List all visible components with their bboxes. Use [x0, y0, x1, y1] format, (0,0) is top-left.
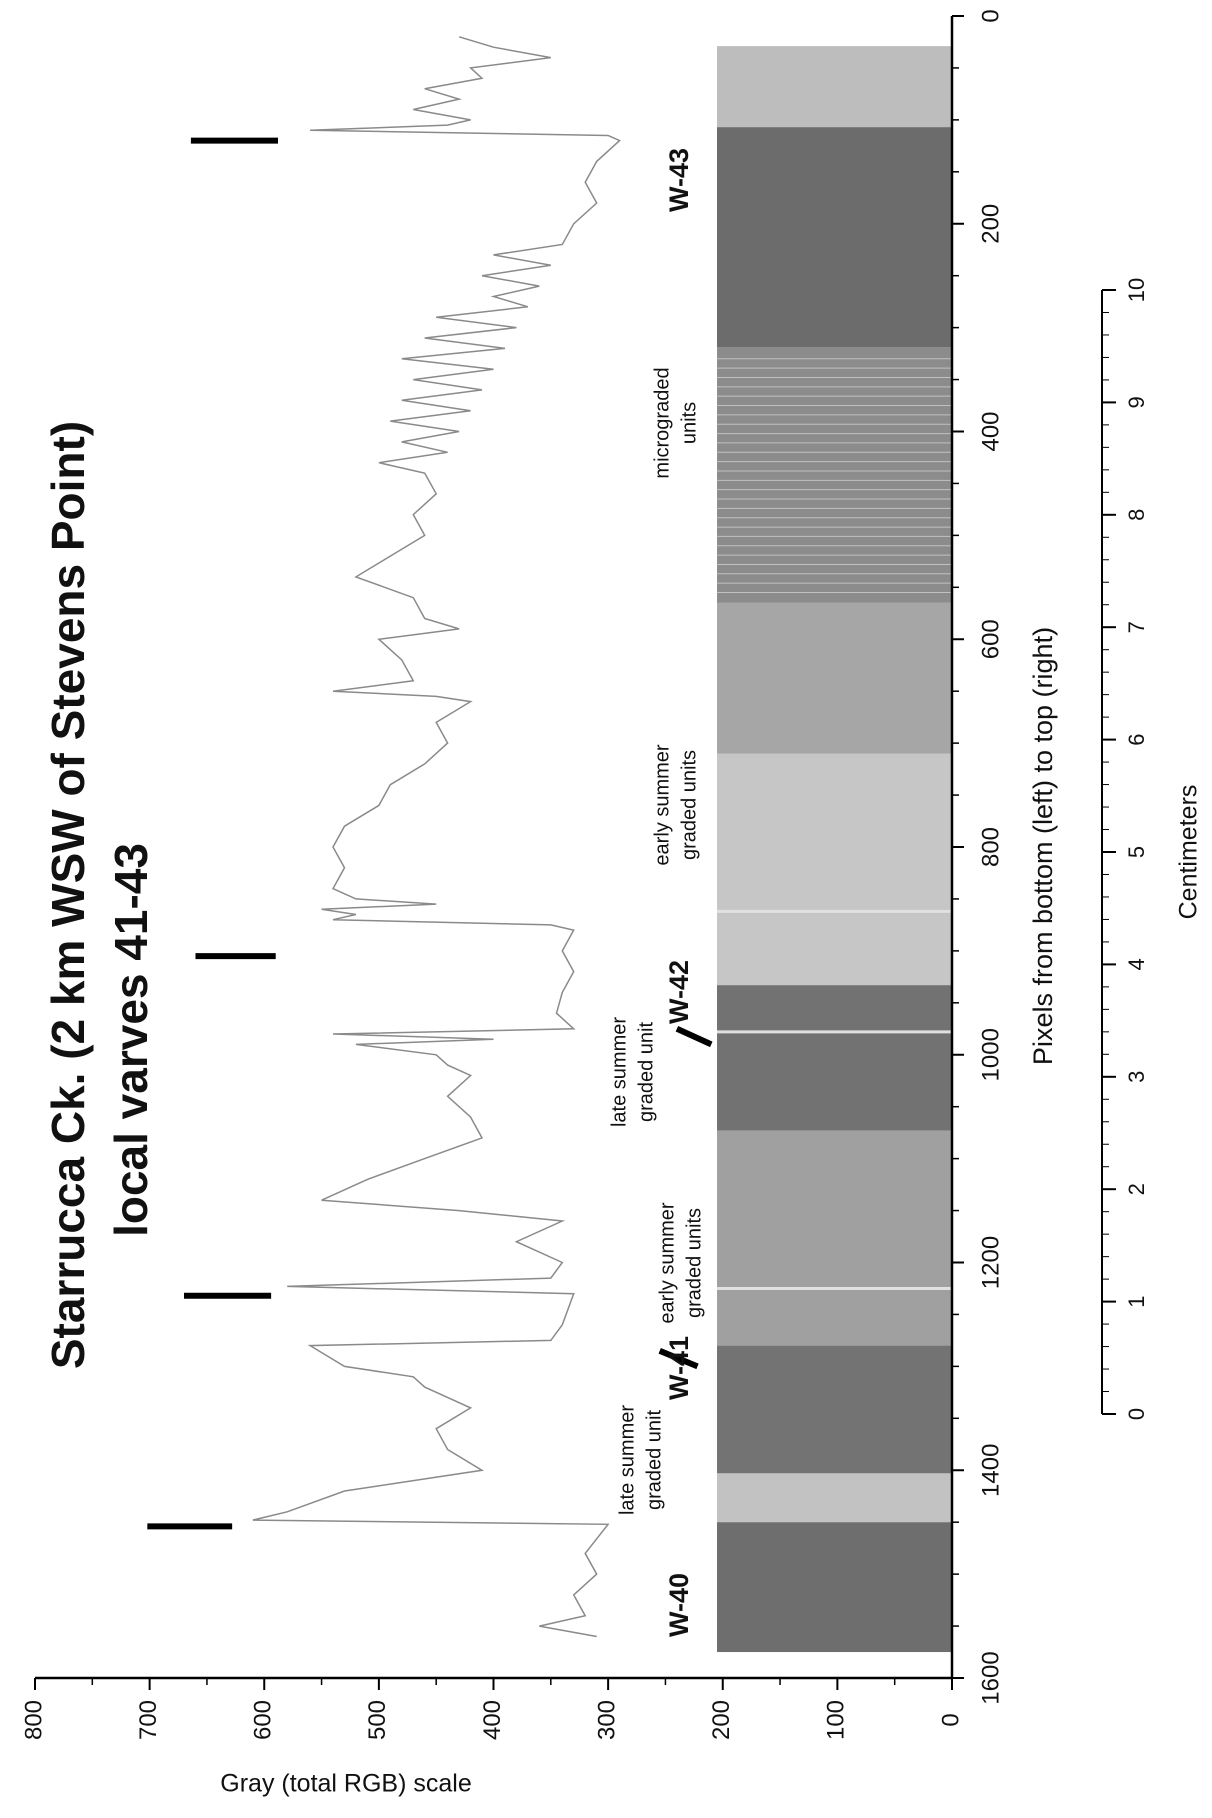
scale-tick-label: 10: [1124, 278, 1149, 302]
x-tick-label: 200: [977, 204, 1004, 244]
x-tick-label: 1200: [977, 1236, 1004, 1289]
core-band: [717, 1130, 952, 1346]
scale-tick-label: 3: [1124, 1071, 1149, 1083]
summer-marker: [658, 1348, 699, 1370]
y-tick-label: 200: [708, 1700, 735, 1740]
annotation: late summer: [608, 1017, 630, 1127]
chart-title: Starrucca Ck. (2 km WSW of Stevens Point…: [42, 421, 94, 1369]
y-tick-label: 400: [479, 1700, 506, 1740]
scale-tick-label: 5: [1124, 846, 1149, 858]
core-band: [717, 985, 952, 1131]
x-tick-label: 1000: [977, 1028, 1004, 1081]
varve-label: W-42: [664, 960, 694, 1024]
varve-label: W-41: [664, 1336, 694, 1400]
y-tick-label: 800: [20, 1700, 47, 1740]
y-tick-label: 100: [823, 1700, 850, 1740]
core-band: [717, 347, 952, 603]
y-tick-label: 700: [135, 1700, 162, 1740]
x-tick-label: 1600: [977, 1651, 1004, 1704]
scale-tick-label: 8: [1124, 509, 1149, 521]
y-tick-label: 600: [250, 1700, 277, 1740]
annotation: graded units: [678, 750, 700, 860]
annotation: early summer: [651, 744, 673, 865]
scale-tick-label: 9: [1124, 396, 1149, 408]
varve-label: W-43: [664, 148, 694, 212]
x-tick-label: 600: [977, 619, 1004, 659]
x-tick-label: 400: [977, 411, 1004, 451]
annotation: early summer: [656, 1202, 678, 1323]
scale-tick-label: 4: [1124, 958, 1149, 970]
annotation: micrograded: [651, 367, 673, 478]
scale-label: Centimeters: [1175, 785, 1203, 920]
scale-tick-label: 2: [1124, 1183, 1149, 1195]
scale-tick-label: 7: [1124, 621, 1149, 633]
x-axis-label: Pixels from bottom (left) to top (right): [1028, 627, 1058, 1065]
core-band: [717, 127, 952, 348]
y-axis-label: Gray (total RGB) scale: [220, 1770, 471, 1798]
scale-tick-label: 6: [1124, 733, 1149, 745]
core-band: [717, 1473, 952, 1523]
core-band: [717, 1345, 952, 1474]
annotation: graded units: [683, 1208, 705, 1318]
annotation: graded unit: [643, 1410, 665, 1511]
x-tick-label: 800: [977, 827, 1004, 867]
varve-label: W-40: [664, 1573, 694, 1637]
y-tick-label: 0: [937, 1713, 964, 1726]
annotation: late summer: [616, 1405, 638, 1515]
summer-marker: [675, 1026, 713, 1048]
scale-tick-label: 1: [1124, 1295, 1149, 1307]
scale-tick-label: 0: [1124, 1408, 1149, 1420]
x-tick-label: 1400: [977, 1444, 1004, 1497]
core-band: [717, 46, 952, 128]
y-tick-label: 300: [593, 1700, 620, 1740]
y-tick-label: 500: [364, 1700, 391, 1740]
core-band: [717, 602, 952, 754]
gray-trace: [252, 36, 621, 1638]
annotation: graded unit: [635, 1022, 657, 1123]
core-band: [717, 1522, 952, 1653]
core-band: [717, 753, 952, 986]
annotation: units: [678, 402, 700, 444]
x-tick-label: 0: [977, 9, 1004, 22]
chart-subtitle: local varves 41-43: [105, 843, 157, 1237]
